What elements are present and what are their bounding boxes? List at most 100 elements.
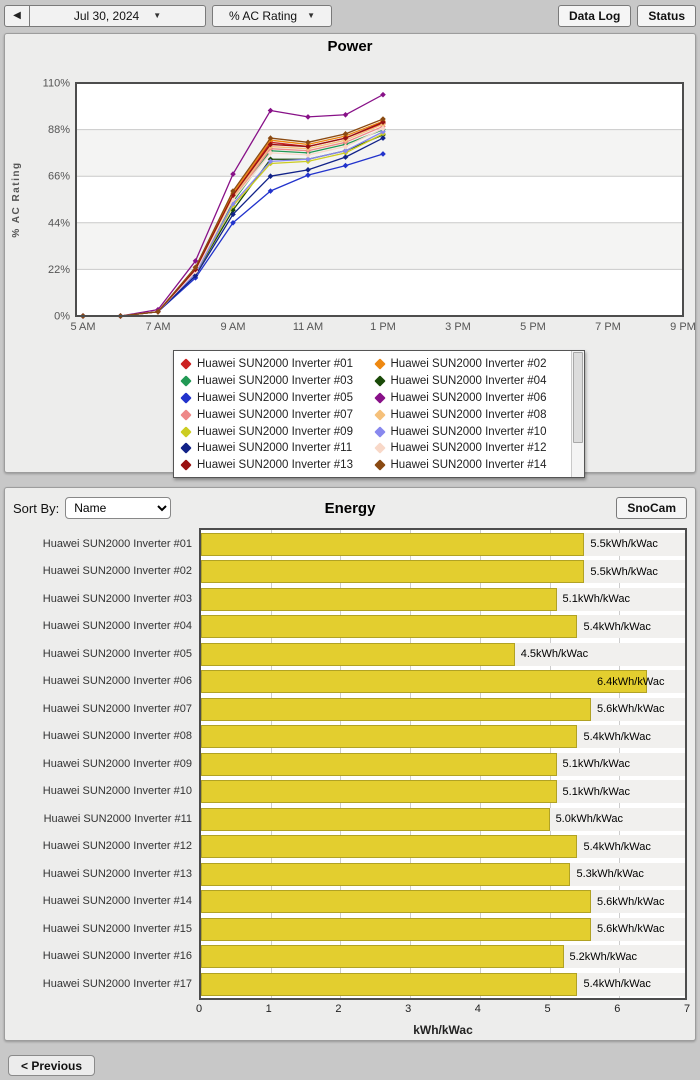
energy-bar: [201, 972, 578, 996]
energy-bar: [201, 697, 592, 721]
bar-row: 5.4kWh/kWac: [201, 725, 685, 748]
y-tick-label: 22%: [48, 264, 70, 276]
legend-item-label: Huawei SUN2000 Inverter #13: [197, 459, 353, 472]
previous-day-button[interactable]: ◀: [4, 4, 30, 27]
legend-item-inverter-01[interactable]: Huawei SUN2000 Inverter #01: [180, 358, 376, 370]
data-point-marker: [305, 152, 311, 158]
energy-bar: [201, 725, 578, 748]
bar-x-tick-label: 2: [335, 1003, 342, 1015]
metric-dropdown-value: % AC Rating: [229, 8, 298, 23]
x-tick-label: 9 PM: [670, 321, 695, 333]
legend-item-inverter-02[interactable]: Huawei SUN2000 Inverter #02: [373, 358, 570, 371]
legend-item-inverter-09[interactable]: Huawei SUN2000 Inverter #09: [180, 426, 376, 438]
bar-value-label: 5.6kWh/kWac: [597, 703, 665, 715]
bar-value-label: 4.5kWh/kWac: [520, 648, 589, 660]
snocam-button[interactable]: SnoCam: [616, 497, 687, 519]
bar-value-label: 6.4kWh/kWac: [597, 675, 665, 688]
data-log-button[interactable]: Data Log: [557, 4, 632, 27]
bar-category-label: Huawei SUN2000 Inverter #16: [42, 950, 192, 963]
data-point-marker: [380, 119, 386, 125]
legend-item-label: Huawei SUN2000 Inverter #11: [197, 442, 353, 455]
y-tick-label: 44%: [48, 217, 70, 229]
legend-scrollbar-thumb[interactable]: [573, 352, 583, 443]
legend-scrollbar[interactable]: [571, 351, 584, 477]
energy-bar: [201, 587, 557, 611]
legend-item-label: Huawei SUN2000 Inverter #03: [197, 375, 353, 388]
data-point-marker: [230, 220, 236, 226]
bar-category-label: Huawei SUN2000 Inverter #05: [42, 647, 192, 660]
energy-bar: [201, 642, 515, 666]
x-tick-label: 7 AM: [145, 321, 170, 333]
legend-item-inverter-03[interactable]: Huawei SUN2000 Inverter #03: [180, 375, 376, 388]
status-button[interactable]: Status: [637, 4, 696, 27]
bar-row: 5.4kWh/kWac: [201, 972, 685, 996]
y-tick-label: 88%: [48, 124, 70, 136]
date-dropdown-value: Jul 30, 2024: [73, 8, 140, 23]
energy-bar: [201, 752, 557, 776]
bar-value-label: 5.4kWh/kWac: [583, 730, 651, 743]
bar-row: 5.0kWh/kWac: [201, 807, 685, 831]
energy-bar: [201, 917, 592, 941]
bar-x-tick-label: 1: [265, 1003, 272, 1015]
bar-x-tick-label: 4: [474, 1003, 481, 1015]
y-tick-label: 110%: [43, 78, 71, 90]
x-tick-label: 9 AM: [220, 321, 245, 333]
bar-category-label: Huawei SUN2000 Inverter #02: [42, 565, 192, 578]
legend-item-inverter-05[interactable]: Huawei SUN2000 Inverter #05: [180, 391, 376, 404]
bar-x-tick-label: 6: [614, 1003, 621, 1015]
bar-value-label: 5.2kWh/kWac: [569, 950, 637, 963]
legend-item-label: Huawei SUN2000 Inverter #07: [197, 408, 353, 421]
legend-marker-icon: [180, 409, 192, 421]
data-point-marker: [192, 272, 199, 279]
legend-item-label: Huawei SUN2000 Inverter #08: [390, 408, 547, 421]
bar-row: 5.2kWh/kWac: [201, 945, 685, 968]
data-point-marker: [230, 188, 236, 194]
legend-item-inverter-11[interactable]: Huawei SUN2000 Inverter #11: [180, 442, 376, 455]
sort-by-select[interactable]: Name: [65, 497, 172, 519]
bar-value-label: 5.5kWh/kWac: [590, 565, 658, 578]
data-point-marker: [230, 171, 236, 177]
y-tick-label: 0%: [54, 311, 70, 323]
legend-marker-icon: [180, 442, 192, 455]
bar-value-label: 5.0kWh/kWac: [555, 813, 624, 825]
data-point-marker: [305, 167, 311, 173]
bar-row: 5.1kWh/kWac: [201, 752, 685, 776]
legend-item-label: Huawei SUN2000 Inverter #02: [390, 358, 547, 371]
bar-plot-area: 5.5kWh/kWac 5.5kWh/kWac 5.1kWh/kWac 5.4kWh/…: [199, 528, 687, 1000]
legend-item-inverter-13[interactable]: Huawei SUN2000 Inverter #13: [180, 459, 376, 472]
bar-value-label: 5.1kWh/kWac: [562, 593, 630, 605]
legend-item-inverter-14[interactable]: Huawei SUN2000 Inverter #14: [373, 459, 570, 471]
bar-category-label: Huawei SUN2000 Inverter #09: [42, 757, 192, 770]
legend-item-inverter-08[interactable]: Huawei SUN2000 Inverter #08: [373, 408, 570, 421]
bar-value-label: 5.4kWh/kWac: [583, 978, 651, 990]
energy-bar: [201, 862, 571, 886]
bar-row: 5.6kWh/kWac: [201, 917, 685, 941]
bar-category-label: Huawei SUN2000 Inverter #06: [42, 675, 192, 688]
bar-x-tick-label: 3: [405, 1003, 412, 1015]
energy-bar: [201, 560, 585, 583]
data-point-marker: [342, 135, 349, 141]
energy-panel: Sort By: Name Energy SnoCam Huawei SUN20…: [4, 487, 696, 1041]
previous-page-button[interactable]: < Previous: [8, 1055, 96, 1076]
bar-row: 6.4kWh/kWac: [201, 670, 685, 693]
bar-category-label: Huawei SUN2000 Inverter #04: [42, 620, 192, 633]
data-point-marker: [342, 131, 349, 137]
bar-value-label: 5.6kWh/kWac: [597, 895, 665, 908]
legend-item-inverter-04[interactable]: Huawei SUN2000 Inverter #04: [373, 375, 570, 387]
energy-bar: [201, 615, 578, 638]
legend-item-inverter-12[interactable]: Huawei SUN2000 Inverter #12: [373, 442, 570, 455]
legend-item-inverter-06[interactable]: Huawei SUN2000 Inverter #06: [373, 392, 570, 404]
metric-dropdown[interactable]: % AC Rating ▼: [212, 4, 332, 27]
legend-marker-icon: [373, 442, 386, 455]
legend-item-inverter-07[interactable]: Huawei SUN2000 Inverter #07: [180, 408, 376, 421]
legend-item-label: Huawei SUN2000 Inverter #05: [197, 391, 353, 404]
energy-bar: [201, 945, 564, 968]
x-tick-label: 1 PM: [370, 321, 396, 333]
x-tick-label: 3 PM: [445, 321, 471, 333]
energy-bar: [201, 807, 550, 831]
legend-marker-icon: [180, 459, 192, 471]
legend-item-inverter-10[interactable]: Huawei SUN2000 Inverter #10: [373, 426, 570, 438]
bar-category-label: Huawei SUN2000 Inverter #15: [42, 922, 192, 935]
date-dropdown[interactable]: Jul 30, 2024 ▼: [30, 4, 206, 27]
bar-row: 5.4kWh/kWac: [201, 615, 685, 638]
